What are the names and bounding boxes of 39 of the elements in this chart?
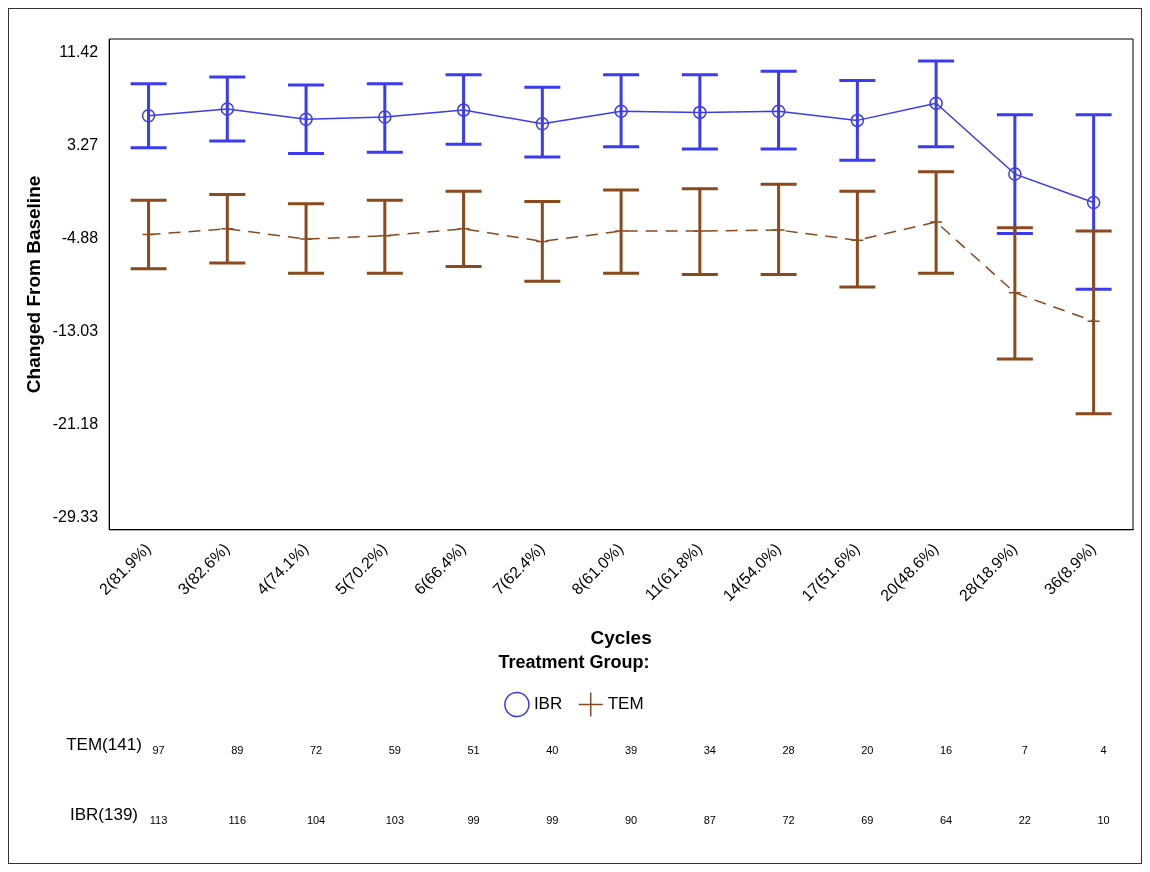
y-tick-label: -29.33 <box>52 508 99 526</box>
y-axis-title: Changed From Baseline <box>22 175 44 394</box>
y-tick-label: -13.03 <box>52 322 99 340</box>
text: 20 <box>861 744 874 757</box>
text: 103 <box>385 814 404 827</box>
text: 34 <box>703 744 716 757</box>
x-axis-title: Cycles <box>590 627 652 649</box>
legend-label: TEM <box>607 694 644 714</box>
text: 116 <box>228 814 247 827</box>
text: 40 <box>546 744 559 757</box>
y-tick-label: 11.42 <box>59 43 99 61</box>
text: 89 <box>231 744 244 757</box>
text: IBR(139) <box>69 804 139 824</box>
text: 113 <box>149 814 168 827</box>
text: 99 <box>467 814 480 827</box>
text: 28 <box>782 744 795 757</box>
legend-title: Treatment Group: <box>498 652 650 673</box>
y-tick-label: -4.88 <box>61 229 99 247</box>
text: 99 <box>546 814 559 827</box>
text: 72 <box>782 814 795 827</box>
text: 16 <box>939 744 953 757</box>
text: 104 <box>306 814 326 827</box>
text: 72 <box>309 744 323 757</box>
text: 90 <box>624 814 638 827</box>
y-tick-label: -21.18 <box>52 415 99 433</box>
text: 59 <box>388 744 401 757</box>
text: 7 <box>1021 744 1028 757</box>
y-tick-label: 3.27 <box>67 136 99 154</box>
text: 87 <box>703 814 716 827</box>
text: 64 <box>939 814 953 827</box>
text: 51 <box>467 744 480 757</box>
text: TEM(141) <box>66 734 142 754</box>
text: 69 <box>861 814 874 827</box>
text: 22 <box>1018 814 1031 827</box>
text: 10 <box>1097 814 1110 827</box>
text: 39 <box>624 744 638 757</box>
text: 97 <box>152 744 165 757</box>
legend-label: IBR <box>533 694 563 714</box>
text: 4 <box>1100 744 1107 757</box>
